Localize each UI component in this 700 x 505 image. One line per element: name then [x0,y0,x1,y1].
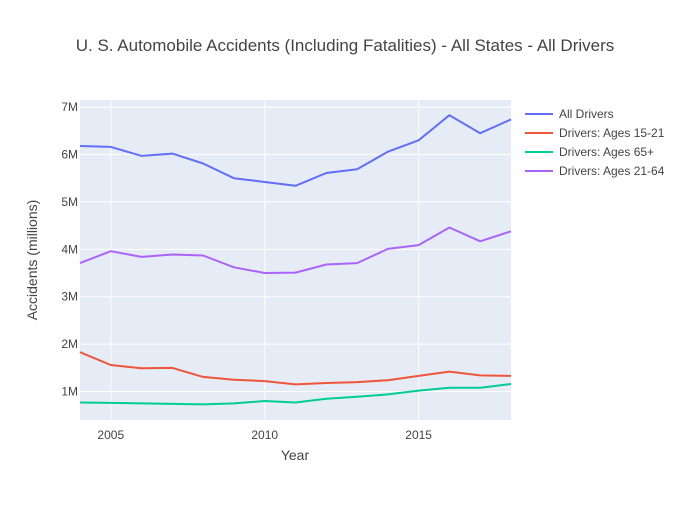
series-line-drivers-ages-65 [79,383,512,406]
y-tick-label: 6M [61,148,78,162]
plot-background [80,100,511,420]
y-axis-title: Accidents (millions) [24,200,40,321]
legend-label: Drivers: Ages 65+ [559,145,654,159]
legend-label: All Drivers [559,107,614,121]
y-tick-label: 2M [61,337,78,351]
y-tick-label: 4M [61,242,78,256]
y-tick-label: 1M [61,385,78,399]
x-tick-label: 2005 [97,428,124,442]
y-tick-label: 5M [61,195,78,209]
x-axis-title: Year [281,447,310,463]
legend[interactable]: All Drivers Drivers: Ages 15-21 Drivers: A… [525,107,665,178]
legend-item-drivers-ages-15-21[interactable]: Drivers: Ages 15-21 [525,126,665,140]
series-line-all-drivers [79,114,512,187]
x-tick-label: 2010 [251,428,278,442]
legend-item-drivers-ages-65[interactable]: Drivers: Ages 65+ [525,145,654,159]
legend-label: Drivers: Ages 21-64 [559,164,665,178]
legend-item-all-drivers[interactable]: All Drivers [525,107,614,121]
legend-label: Drivers: Ages 15-21 [559,126,665,140]
y-axis-ticks: 1M 2M 3M 4M 5M 6M 7M [61,100,78,398]
y-tick-label: 7M [61,100,78,114]
series-line-drivers-ages-21-64 [79,226,512,274]
x-axis-ticks: 2005 2010 2015 [97,428,432,442]
series-lines [79,114,512,406]
chart-title: U. S. Automobile Accidents (Including Fa… [76,36,615,55]
series-line-drivers-ages-15-21 [79,351,512,386]
x-tick-label: 2015 [405,428,432,442]
legend-item-drivers-ages-21-64[interactable]: Drivers: Ages 21-64 [525,164,665,178]
y-tick-label: 3M [61,290,78,304]
